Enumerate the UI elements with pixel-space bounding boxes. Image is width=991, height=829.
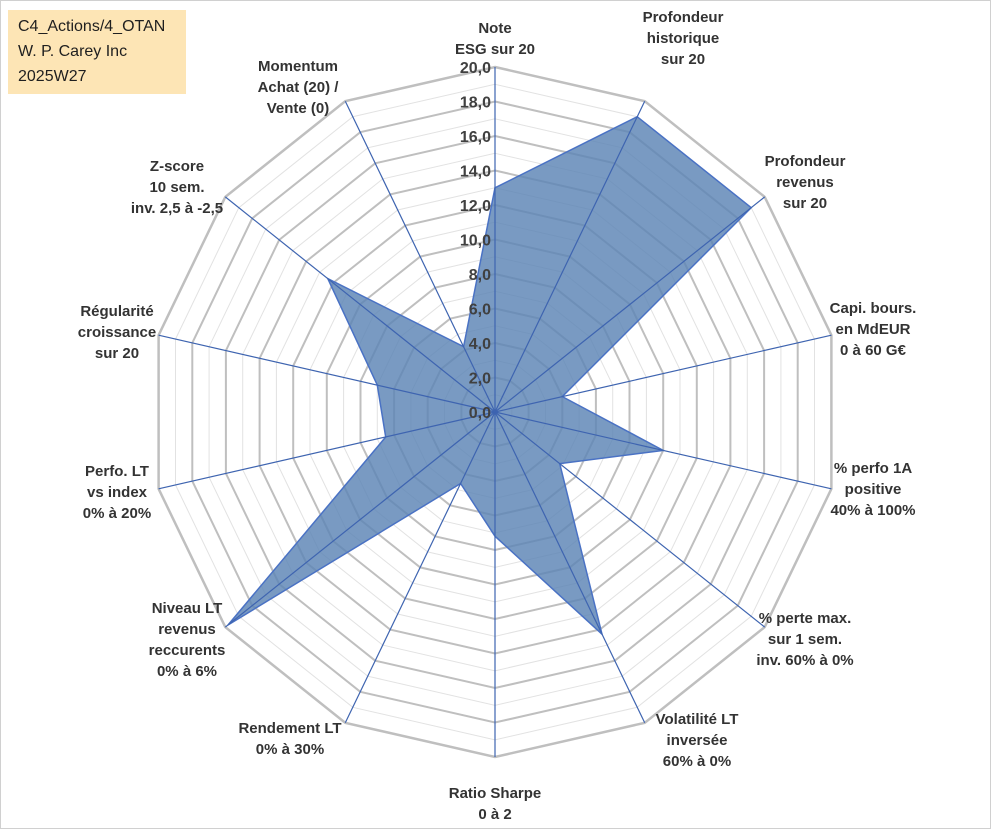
tick-label: 12,0 [460,198,491,215]
tick-label: 2,0 [469,371,491,388]
axis-label: % perfo 1A positive 40% à 100% [830,460,915,519]
axis-label-line: 0 à 2 [478,806,511,823]
axis-label-line: sur 20 [95,345,139,362]
axis-label-line: positive [845,481,902,498]
axis-label-line: Perfo. LT [85,463,149,480]
axis-spoke [494,411,832,490]
tick-label: 14,0 [460,164,491,181]
axis-label: Note ESG sur 20 [455,20,535,58]
axis-label-line: sur 20 [661,51,705,68]
axis-label-line: revenus [158,621,216,638]
axis-spoke [158,411,496,490]
axis-label-line: 40% à 100% [830,502,915,519]
tick-label: 18,0 [460,95,491,112]
axis-label: Momentum Achat (20) / Vente (0) [258,58,340,117]
info-week: 2025W27 [18,68,87,85]
axis-label-line: Vente (0) [267,100,330,117]
tick-label: 20,0 [460,60,491,77]
axis-label-line: vs index [87,484,148,501]
axis-spoke [344,411,496,724]
axis-spoke [344,100,496,413]
axis-label: Volatilité LT inversée 60% à 0% [656,711,739,770]
axis-label-line: 0 à 60 G€ [840,342,907,359]
axis-label: Ratio Sharpe 0 à 2 [449,785,542,823]
spokes [158,67,832,757]
axis-label-line: Volatilité LT [656,711,739,728]
axis-label: Perfo. LT vs index 0% à 20% [83,463,151,522]
info-company: W. P. Carey Inc [18,43,128,60]
tick-label: 0,0 [469,405,491,422]
tick-label: 16,0 [460,129,491,146]
axis-labels: Note ESG sur 20 Profondeur historique sur 20… [78,9,917,823]
axis-label-line: Momentum [258,58,338,75]
axis-label-line: Niveau LT [152,600,223,617]
axis-label: Profondeur historique sur 20 [643,9,724,68]
axis-label: % perte max. sur 1 sem. inv. 60% à 0% [756,610,853,669]
axis-spoke [494,411,766,628]
axis-label: Profondeur revenus sur 20 [765,153,846,212]
axis-spoke [494,196,766,413]
tick-label: 8,0 [469,267,491,284]
axis-label: Régularité croissance sur 20 [78,303,156,362]
axis-label-line: sur 20 [783,195,827,212]
axis-label-line: 0% à 20% [83,505,151,522]
tick-label: 6,0 [469,302,491,319]
axis-label-line: Capi. bours. [830,300,917,317]
axis-spoke [494,100,646,413]
axis-label-line: Note [478,20,511,37]
axis-label-line: Profondeur [643,9,724,26]
axis-label-line: 0% à 30% [256,741,324,758]
axis-label-line: Profondeur [765,153,846,170]
axis-spoke [494,411,646,724]
axis-label-line: revenus [776,174,834,191]
axis-spoke [494,334,832,413]
axis-spoke [224,411,496,628]
axis-label-line: croissance [78,324,156,341]
axis-label-line: inversée [667,732,728,749]
axis-label-line: Z-score [150,158,204,175]
axis-label: Niveau LT revenus reccurents 0% à 6% [149,600,226,680]
tick-label: 4,0 [469,336,491,353]
axis-spoke [158,334,496,413]
axis-label: Capi. bours. en MdEUR 0 à 60 G€ [830,300,917,359]
axis-spoke [224,196,496,413]
tick-labels: 0,0 2,0 4,0 6,0 8,0 10,0 12,0 14,0 16,0 18,0 20,0 [460,60,491,422]
axis-label-line: inv. 60% à 0% [756,652,853,669]
axis-label-line: reccurents [149,642,226,659]
axis-label-line: % perfo 1A [834,460,913,477]
axis-label-line: ESG sur 20 [455,41,535,58]
axis-label-line: Rendement LT [238,720,341,737]
axis-label: Z-score 10 sem. inv. 2,5 à -2,5 [131,158,223,217]
axis-label-line: Achat (20) / [258,79,340,96]
axis-label-line: en MdEUR [836,321,911,338]
axis-label-line: Régularité [80,303,153,320]
axis-label-line: 10 sem. [149,179,204,196]
axis-label: Rendement LT 0% à 30% [238,720,341,758]
info-box: C4_Actions/4_OTAN W. P. Carey Inc 2025W2… [8,10,186,94]
axis-label-line: Ratio Sharpe [449,785,542,802]
axis-label-line: 0% à 6% [157,663,217,680]
axis-label-line: inv. 2,5 à -2,5 [131,200,223,217]
info-category: C4_Actions/4_OTAN [18,18,166,35]
axis-label-line: 60% à 0% [663,753,731,770]
axis-label-line: % perte max. [759,610,852,627]
axis-label-line: historique [647,30,720,47]
tick-label: 10,0 [460,233,491,250]
axis-label-line: sur 1 sem. [768,631,842,648]
